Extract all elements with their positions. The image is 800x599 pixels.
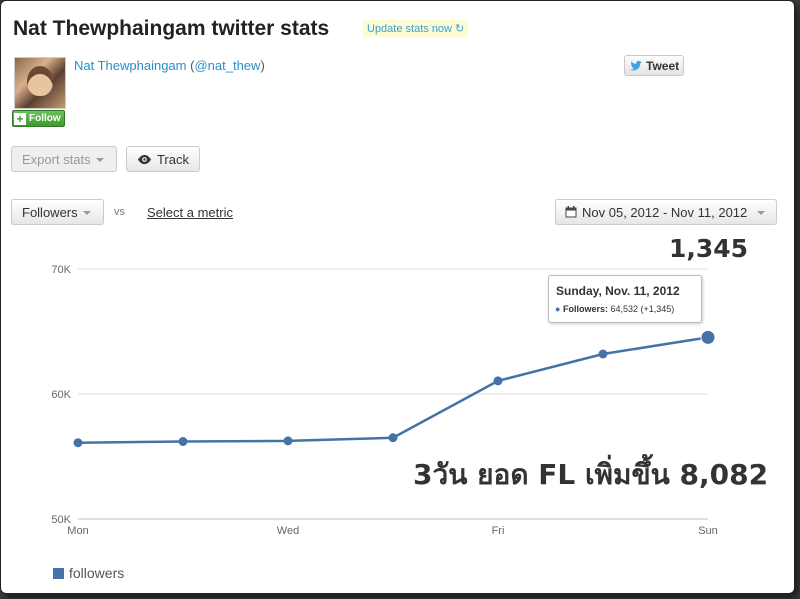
- user-name-link[interactable]: Nat Thewphaingam: [74, 58, 187, 73]
- chevron-down-icon: [82, 210, 91, 215]
- chart-legend[interactable]: followers: [53, 565, 124, 581]
- y-tick-label: 70K: [51, 264, 71, 276]
- x-tick-label: Sun: [698, 525, 718, 537]
- x-tick-label: Wed: [277, 525, 299, 537]
- y-tick-label: 60K: [51, 389, 71, 401]
- page-title: Nat Thewphaingam twitter stats: [13, 17, 330, 40]
- tooltip-title: Sunday, Nov. 11, 2012: [556, 284, 680, 298]
- user-info: Nat Thewphaingam (@nat_thew): [74, 58, 265, 73]
- chevron-down-icon: [95, 157, 104, 162]
- date-range-label: Nov 05, 2012 - Nov 11, 2012: [582, 204, 748, 220]
- data-point: [73, 438, 83, 448]
- calendar-icon: [565, 206, 577, 218]
- x-tick-label: Mon: [67, 525, 88, 537]
- chart-tooltip: Sunday, Nov. 11, 2012 ● Followers: 64,53…: [548, 275, 702, 323]
- x-tick-label: Fri: [492, 525, 505, 537]
- data-point: [283, 436, 293, 446]
- user-handle-link[interactable]: @nat_thew: [194, 58, 261, 73]
- tooltip-value: 64,532 (+1,345): [610, 304, 675, 314]
- export-stats-label: Export stats: [22, 151, 91, 167]
- follow-label: Follow: [29, 113, 61, 124]
- y-tick-label: 50K: [51, 514, 71, 526]
- tooltip-series-label: Followers:: [562, 304, 608, 314]
- data-point: [388, 433, 398, 443]
- data-point: [178, 437, 188, 446]
- tweet-label: Tweet: [646, 58, 680, 73]
- eye-icon: [137, 154, 152, 164]
- track-label: Track: [156, 151, 189, 167]
- legend-swatch: [53, 567, 64, 579]
- plus-icon: +: [14, 112, 26, 125]
- tweet-button[interactable]: Tweet: [624, 55, 685, 76]
- twitter-bird-icon: [629, 60, 643, 70]
- series-line: [77, 336, 709, 444]
- update-stats-link[interactable]: Update stats now ↻: [363, 20, 469, 37]
- metric-label: Followers: [22, 204, 78, 220]
- chevron-down-icon: [757, 210, 766, 215]
- series-dot-icon: ●: [555, 304, 561, 314]
- data-point: [493, 376, 503, 386]
- follow-button[interactable]: + Follow: [12, 110, 65, 127]
- date-range-picker[interactable]: Nov 05, 2012 - Nov 11, 2012: [555, 199, 777, 225]
- avatar[interactable]: [14, 57, 66, 109]
- followers-chart: 50K 60K 70K Mon Wed Fri Sun: [51, 264, 718, 537]
- track-button[interactable]: Track: [126, 146, 200, 172]
- gain-caption-annotation: 3วัน ยอด FL เพิ่มขึ้น 8,082: [413, 458, 769, 491]
- total-gain-annotation: 1,345: [669, 234, 749, 263]
- tooltip-line: ● Followers: 64,532 (+1,345): [555, 304, 674, 314]
- select-metric-link[interactable]: Select a metric: [147, 205, 233, 220]
- data-point: [598, 349, 608, 359]
- legend-label: followers: [69, 565, 125, 581]
- export-stats-button[interactable]: Export stats: [11, 146, 117, 172]
- metric-select[interactable]: Followers: [11, 199, 104, 225]
- data-point: [700, 329, 716, 345]
- vs-label: vs: [114, 206, 125, 218]
